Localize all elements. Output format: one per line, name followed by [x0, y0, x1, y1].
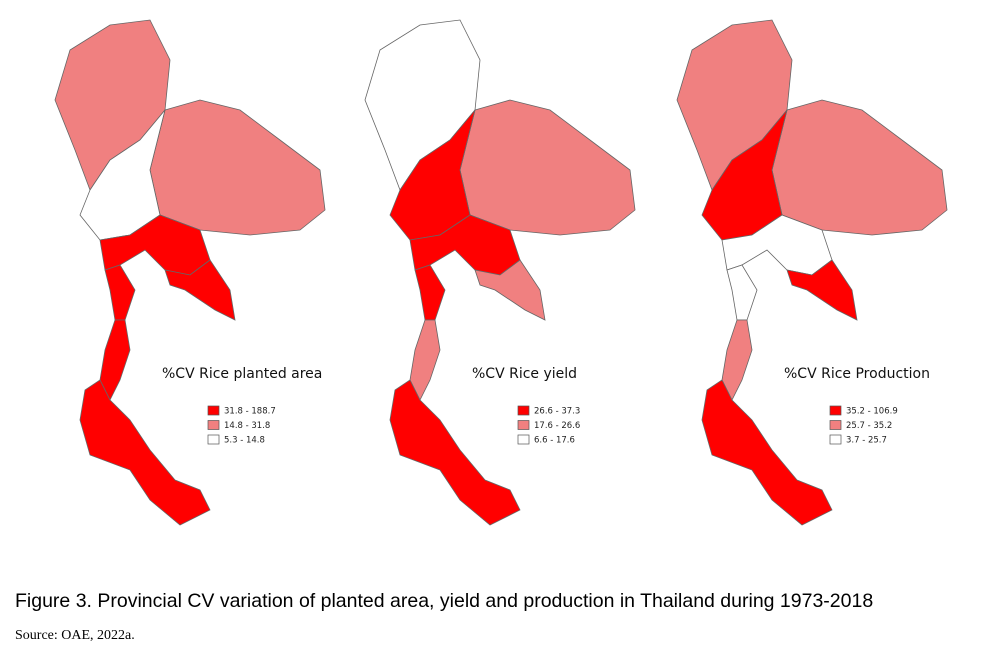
map-title: %CV Rice Production [784, 366, 930, 382]
legend-swatch [517, 434, 530, 445]
region [99, 319, 131, 401]
region [771, 99, 948, 236]
legend-swatch [207, 434, 220, 445]
map: %CV Rice Production 35.2 - 106.9 25.7 - 35… [676, 19, 948, 526]
legend-swatch [517, 420, 530, 430]
region [459, 99, 636, 236]
region [79, 109, 166, 241]
region [104, 264, 136, 321]
region [409, 319, 441, 401]
legend-swatch [207, 420, 220, 430]
region [79, 379, 211, 526]
legend-swatch [829, 405, 842, 416]
legend-swatch [517, 405, 530, 416]
region [149, 99, 326, 236]
region [389, 109, 476, 241]
legend-label: 26.6 - 37.3 [534, 407, 580, 417]
legend-swatch [829, 420, 842, 430]
map: %CV Rice yield 26.6 - 37.3 17.6 - 26.6 6.6 … [364, 19, 636, 526]
legend-label: 31.8 - 188.7 [224, 407, 276, 417]
legend-label: 25.7 - 35.2 [846, 421, 892, 431]
region [701, 109, 788, 241]
map-title: %CV Rice yield [472, 366, 577, 382]
map: %CV Rice planted area 31.8 - 188.7 14.8 - … [54, 19, 326, 526]
region [721, 319, 753, 401]
source: Source: OAE, 2022a. [15, 628, 135, 643]
map-title: %CV Rice planted area [162, 366, 322, 382]
legend-label: 17.6 - 26.6 [534, 421, 580, 431]
legend-label: 3.7 - 25.7 [846, 436, 887, 446]
legend-label: 6.6 - 17.6 [534, 436, 575, 446]
region [414, 264, 446, 321]
legend-swatch [829, 434, 842, 445]
legend-label: 5.3 - 14.8 [224, 436, 265, 446]
region [786, 259, 858, 321]
region [474, 259, 546, 321]
legend-label: 35.2 - 106.9 [846, 407, 898, 417]
caption: Figure 3. Provincial CV variation of pla… [15, 590, 873, 612]
region [389, 379, 521, 526]
region [164, 259, 236, 321]
region [726, 264, 758, 321]
legend-label: 14.8 - 31.8 [224, 421, 270, 431]
legend-swatch [207, 405, 220, 416]
region [701, 379, 833, 526]
